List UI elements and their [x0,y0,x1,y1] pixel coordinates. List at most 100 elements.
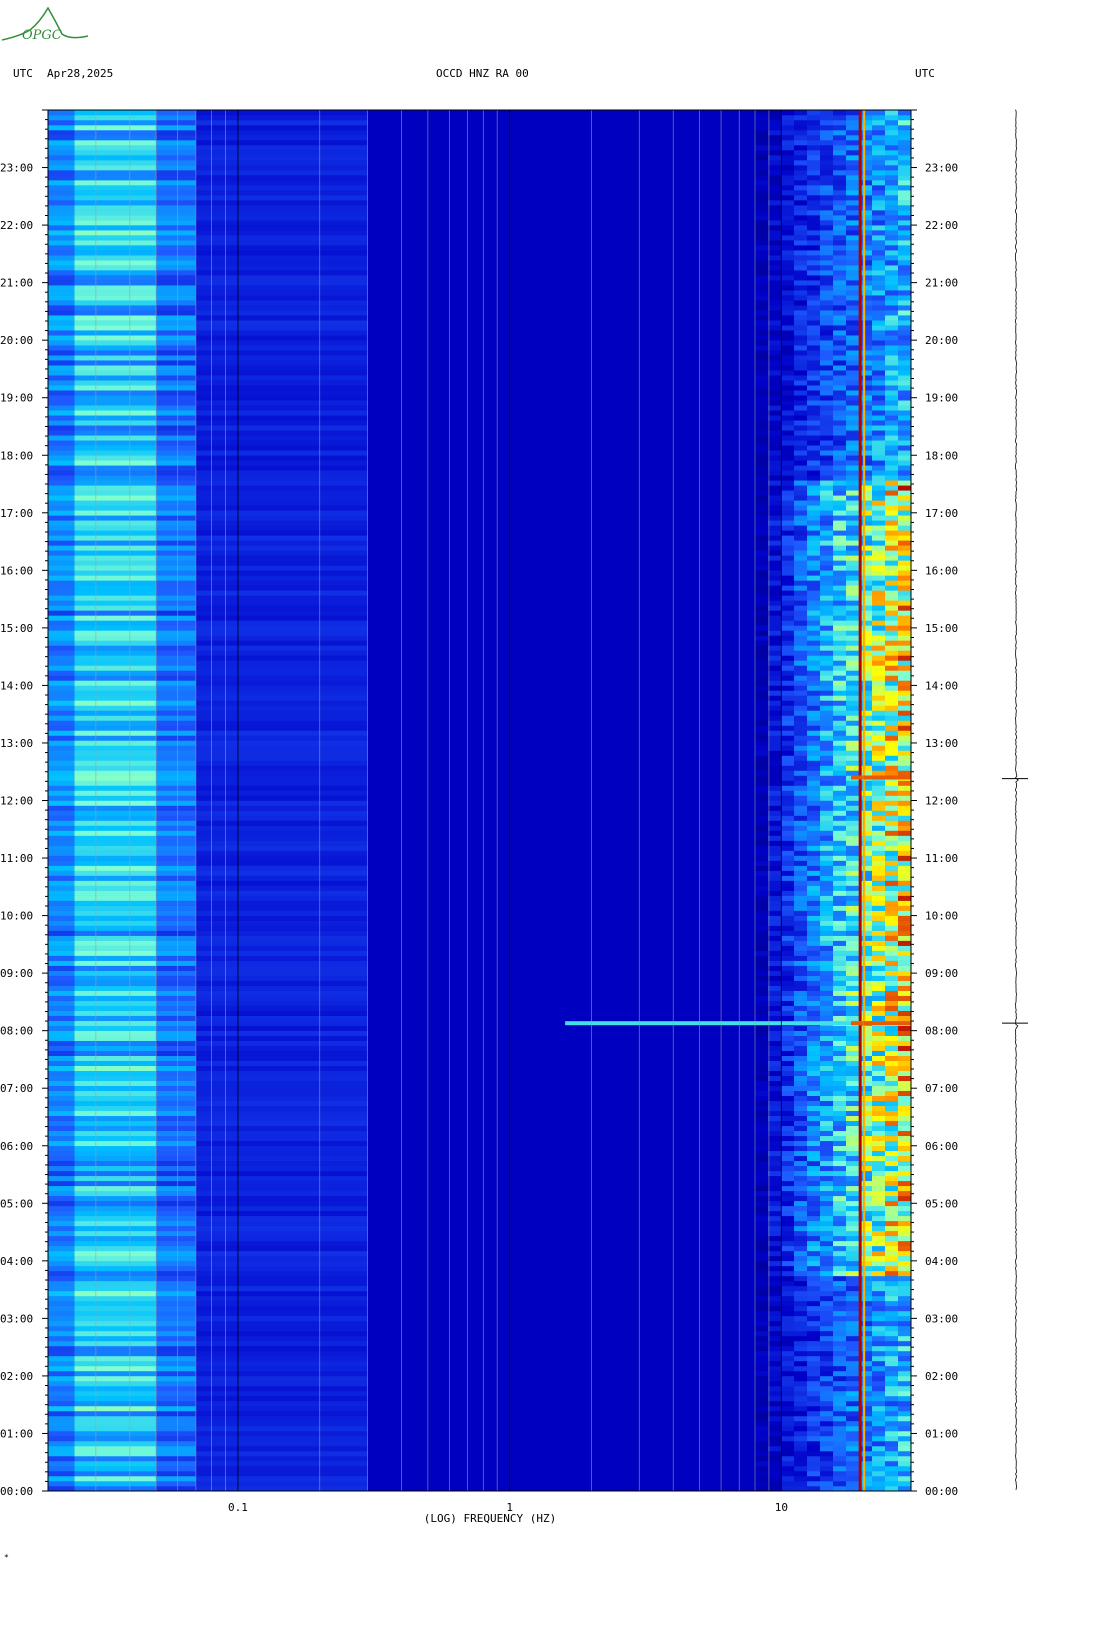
midband-cell [195,1090,368,1097]
spectrogram-row [48,815,911,821]
microseism-cell [74,1375,157,1382]
highfreq-cell [872,1025,886,1031]
highfreq-cell [898,1485,911,1492]
highfreq-cell [859,1030,873,1036]
highfreq-cell [833,290,847,296]
highfreq-cell [885,905,899,911]
highfreq-cell [885,1460,899,1467]
highfreq-cell [885,1095,899,1102]
midband-cell [195,235,368,241]
highfreq-cell [820,1435,834,1442]
highfreq-cell [807,755,821,761]
highfreq-cell [781,385,795,391]
highfreq-cell [807,505,821,511]
midband-cell [195,720,368,726]
highfreq-cell [807,265,821,271]
highfreq-cell [885,1220,899,1227]
highfreq-cell [768,655,782,661]
highfreq-cell [872,1410,886,1417]
highfreq-cell [898,965,911,971]
highfreq-cell [820,710,834,716]
midband-cell [195,625,368,631]
highfreq-cell [846,1160,860,1167]
midband-cell [195,1245,368,1252]
highfreq-cell [859,1000,873,1006]
highfreq-cell [833,1165,847,1172]
highfreq-cell [898,1280,911,1287]
midband-cell [195,1355,368,1362]
highfreq-cell [885,1435,899,1442]
highfreq-cell [859,915,873,921]
highfreq-cell [820,1160,834,1167]
microseism-cell [74,180,157,186]
spectrogram-row [48,990,911,996]
highfreq-cell [794,1060,808,1066]
highfreq-cell [755,490,769,496]
highfreq-cell [885,280,899,286]
highfreq-cell [872,1130,886,1137]
highfreq-cell [898,1265,911,1272]
highfreq-cell [807,575,821,581]
highfreq-cell [820,665,834,671]
highfreq-cell [755,225,769,231]
spectrogram-row [48,900,911,906]
spectrogram-row [48,755,911,761]
highfreq-cell [807,780,821,786]
highfreq-cell [872,935,886,941]
highfreq-cell [794,835,808,841]
highfreq-cell [846,555,860,561]
highfreq-cell [872,1035,886,1041]
highfreq-cell [846,445,860,451]
highfreq-cell [755,420,769,426]
microseism-cell [156,1415,196,1422]
highfreq-cell [898,710,911,716]
highfreq-cell [781,280,795,286]
highfreq-cell [898,1330,911,1337]
midband-cell [195,450,368,456]
highfreq-cell [794,1485,808,1492]
midband-cell [195,210,368,216]
spectrogram-row [48,1160,911,1167]
highfreq-cell [794,615,808,621]
highfreq-cell [794,720,808,726]
microseism-cell [156,1365,196,1372]
microseism-cell [74,155,157,161]
highfreq-cell [755,110,769,116]
microseism-cell [74,110,157,116]
highfreq-cell [859,225,873,231]
highfreq-cell [898,720,911,726]
highfreq-cell [794,1070,808,1076]
spectrogram-row [48,530,911,536]
highfreq-cell [820,670,834,676]
highfreq-cell [859,1420,873,1427]
highfreq-cell [768,590,782,596]
highfreq-cell [794,200,808,206]
highfreq-cell [859,480,873,486]
highfreq-cell [781,200,795,206]
highfreq-cell [898,1090,911,1097]
highfreq-cell [768,970,782,976]
spectrogram-row [48,975,911,981]
highfreq-cell [898,530,911,536]
midband-cell [195,355,368,361]
highfreq-cell [898,210,911,216]
microseism-cell [156,1185,196,1192]
highfreq-cell [898,125,911,131]
midband-cell [195,1295,368,1302]
highfreq-cell [807,1155,821,1162]
highfreq-cell [794,805,808,811]
microseism-cell [48,1245,75,1252]
highfreq-cell [781,560,795,566]
highfreq-cell [768,580,782,586]
highfreq-cell [820,830,834,836]
highfreq-cell [781,140,795,146]
microseism-cell [48,1405,75,1412]
highfreq-cell [781,1385,795,1392]
highfreq-cell [794,1310,808,1317]
midband-cell [195,1285,368,1292]
highfreq-cell [807,735,821,741]
highfreq-cell [885,295,899,301]
spectrogram-row [48,1305,911,1312]
midband-cell [195,1050,368,1056]
microseism-cell [74,260,157,266]
